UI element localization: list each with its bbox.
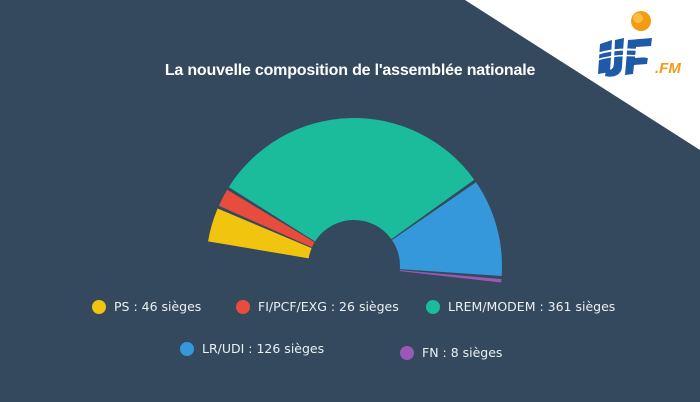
corner-triangle [465,0,700,150]
donut-slice-lr-udi [391,182,502,277]
radio-logo-icon: .FM [596,11,681,77]
donut-slice-fi-pcf-exg [218,189,315,248]
legend-dot-icon [400,345,414,360]
donut-slice-fn [399,270,502,283]
legend-item-ps: PS : 46 sièges [92,299,201,314]
svg-text:.FM: .FM [655,60,681,77]
legend-dot-icon [92,299,106,314]
donut-chart [208,117,502,283]
donut-slice-lrem-modem [228,117,475,242]
legend-label: FI/PCF/EXG : 26 sièges [258,299,399,314]
legend-item-lrem-modem: LREM/MODEM : 361 sièges [426,299,615,314]
legend-item-fn: FN : 8 sièges [400,345,502,360]
legend-item-lr-udi: LR/UDI : 126 sièges [180,341,324,356]
legend-item-fi-pcf-exg: FI/PCF/EXG : 26 sièges [236,299,399,314]
legend-dot-icon [236,299,250,314]
donut-slice-ps [208,208,312,259]
legend-label: LR/UDI : 126 sièges [202,341,325,356]
legend-dot-icon [180,341,194,356]
legend-dot-icon [426,299,440,314]
legend-label: FN : 8 sièges [422,345,503,360]
chart-title: La nouvelle composition de l'assemblée n… [164,62,536,79]
legend-label: PS : 46 sièges [114,299,202,314]
legend-label: LREM/MODEM : 361 sièges [448,299,616,314]
